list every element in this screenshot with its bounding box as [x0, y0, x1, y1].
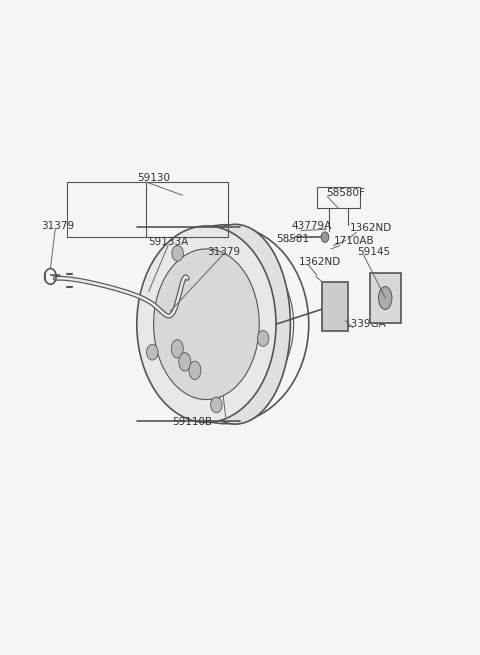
- Ellipse shape: [189, 361, 201, 379]
- FancyBboxPatch shape: [370, 274, 401, 322]
- Text: 31379: 31379: [207, 247, 240, 257]
- Circle shape: [211, 397, 222, 413]
- Text: 59133A: 59133A: [148, 237, 188, 248]
- Text: 1339GA: 1339GA: [345, 319, 386, 329]
- Ellipse shape: [179, 352, 191, 371]
- Ellipse shape: [137, 226, 276, 422]
- Text: 43779A: 43779A: [292, 221, 332, 231]
- Bar: [317, 187, 360, 208]
- Ellipse shape: [171, 339, 183, 358]
- Circle shape: [321, 232, 329, 242]
- Text: 59110B: 59110B: [172, 417, 212, 428]
- Text: 59145: 59145: [358, 247, 391, 257]
- Text: 1362ND: 1362ND: [299, 257, 341, 267]
- Text: 58581: 58581: [276, 234, 309, 244]
- Ellipse shape: [154, 249, 259, 400]
- Circle shape: [146, 345, 158, 360]
- Circle shape: [257, 331, 269, 346]
- Circle shape: [172, 246, 183, 261]
- Text: 31379: 31379: [41, 221, 74, 231]
- Ellipse shape: [378, 287, 392, 309]
- Text: 59130: 59130: [137, 173, 170, 183]
- Text: 1362ND: 1362ND: [349, 223, 392, 233]
- Text: 58580F: 58580F: [326, 188, 365, 198]
- Ellipse shape: [180, 224, 290, 424]
- Text: 1710AB: 1710AB: [334, 236, 374, 246]
- FancyBboxPatch shape: [322, 282, 348, 331]
